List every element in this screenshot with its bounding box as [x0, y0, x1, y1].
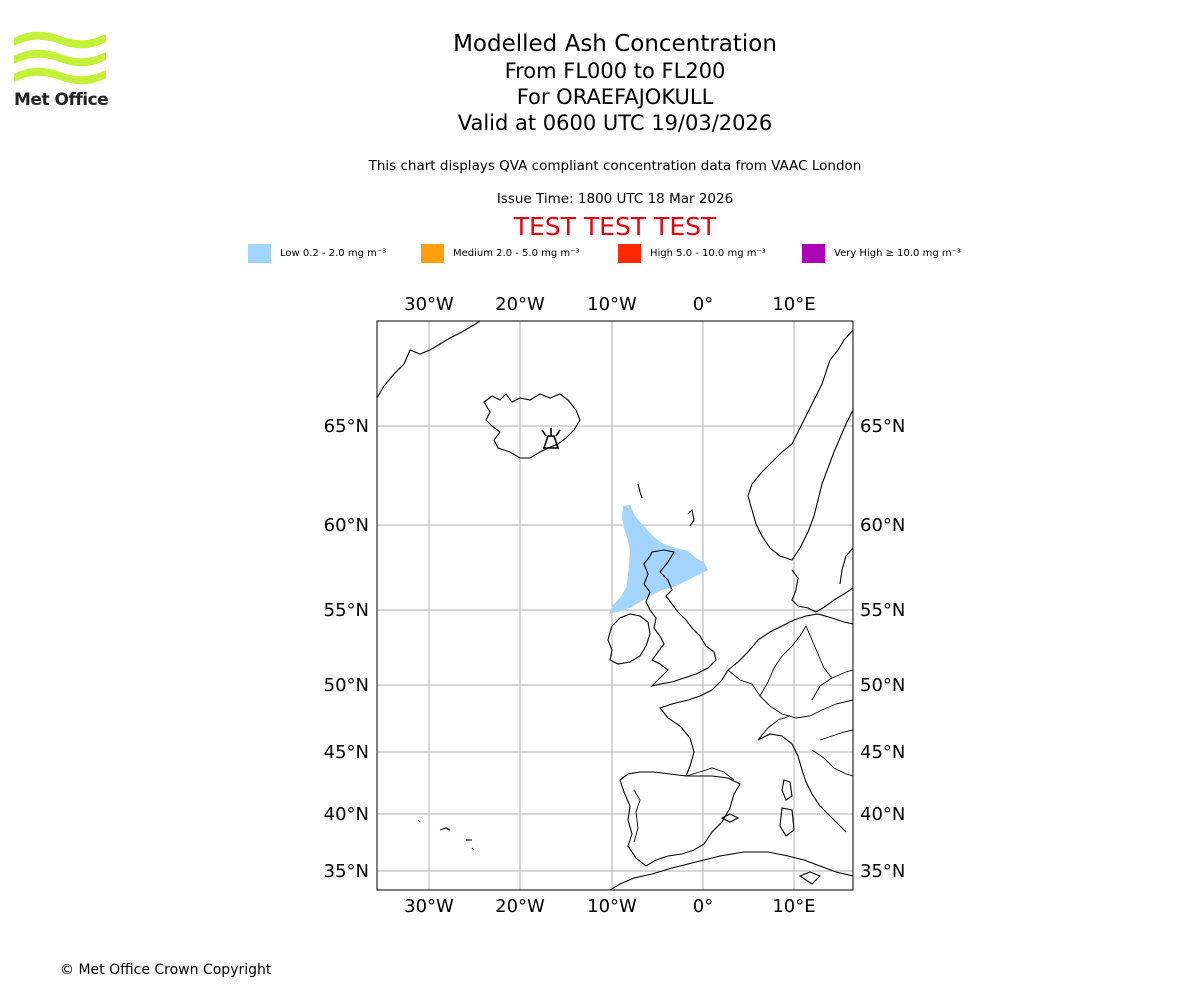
chart-title: Modelled Ash Concentration [453, 31, 777, 57]
met-office-logo: Met Office [14, 30, 114, 112]
volcano-name: For ORAEFAJOKULL [516, 85, 714, 109]
valid-time: Valid at 0600 UTC 19/03/2026 [457, 111, 773, 135]
lat-label-right-50n: 50°N [860, 675, 905, 696]
lon-label-bottom-30w: 30°W [404, 896, 454, 917]
lon-label-bottom-10e: 10°E [772, 896, 815, 917]
lat-label-right-65n: 65°N [860, 416, 905, 437]
copyright-notice: © Met Office Crown Copyright [60, 962, 272, 978]
volcano-icon [541, 428, 561, 449]
lat-label-right-55n: 55°N [860, 600, 905, 621]
graticule [377, 321, 853, 890]
chart-description: This chart displays QVA compliant concen… [368, 158, 862, 174]
lat-label-left-35n: 35°N [324, 861, 369, 882]
legend-swatch-very-high [802, 244, 825, 263]
lat-label-left-60n: 60°N [324, 515, 369, 536]
lon-label-top-20w: 20°W [495, 294, 545, 315]
legend-swatch-high [618, 244, 641, 263]
lat-label-left-55n: 55°N [324, 600, 369, 621]
legend-label-low: Low 0.2 - 2.0 mg m⁻³ [280, 248, 387, 259]
legend-swatch-low [248, 244, 271, 263]
legend-label-medium: Medium 2.0 - 5.0 mg m⁻³ [453, 248, 580, 259]
legend-swatch-medium [421, 244, 444, 263]
lat-label-right-45n: 45°N [860, 742, 905, 763]
lat-label-left-65n: 65°N [324, 416, 369, 437]
lon-label-bottom-10w: 10°W [587, 896, 637, 917]
lon-label-top-10e: 10°E [772, 294, 815, 315]
lon-label-top-30w: 30°W [404, 294, 454, 315]
test-banner: TEST TEST TEST [513, 212, 717, 241]
chart-titles: Modelled Ash Concentration From FL000 to… [315, 30, 915, 136]
legend-item-low: Low 0.2 - 2.0 mg m⁻³ [248, 244, 386, 263]
lon-label-top-0: 0° [693, 294, 713, 315]
legend-item-high: High 5.0 - 10.0 mg m⁻³ [618, 244, 766, 263]
legend-item-very-high: Very High ≥ 10.0 mg m⁻³ [802, 244, 961, 263]
lon-label-top-10w: 10°W [587, 294, 637, 315]
legend-label-very-high: Very High ≥ 10.0 mg m⁻³ [834, 248, 961, 259]
lat-label-left-50n: 50°N [324, 675, 369, 696]
lat-label-left-45n: 45°N [324, 742, 369, 763]
lon-label-bottom-20w: 20°W [495, 896, 545, 917]
map-frame [376, 320, 854, 891]
ash-plume-low [609, 505, 708, 614]
legend-item-medium: Medium 2.0 - 5.0 mg m⁻³ [421, 244, 579, 263]
legend-label-high: High 5.0 - 10.0 mg m⁻³ [650, 248, 766, 259]
flight-levels: From FL000 to FL200 [504, 59, 726, 83]
met-office-waves-icon [14, 31, 106, 85]
lat-label-right-60n: 60°N [860, 515, 905, 536]
lon-label-bottom-0: 0° [693, 896, 713, 917]
coastlines [377, 321, 853, 890]
issue-time: Issue Time: 1800 UTC 18 Mar 2026 [496, 191, 734, 207]
legend: Low 0.2 - 2.0 mg m⁻³ Medium 2.0 - 5.0 mg… [0, 244, 1200, 264]
lat-label-right-40n: 40°N [860, 804, 905, 825]
lat-label-left-40n: 40°N [324, 804, 369, 825]
logo-text: Met Office [14, 90, 109, 110]
lat-label-right-35n: 35°N [860, 861, 905, 882]
